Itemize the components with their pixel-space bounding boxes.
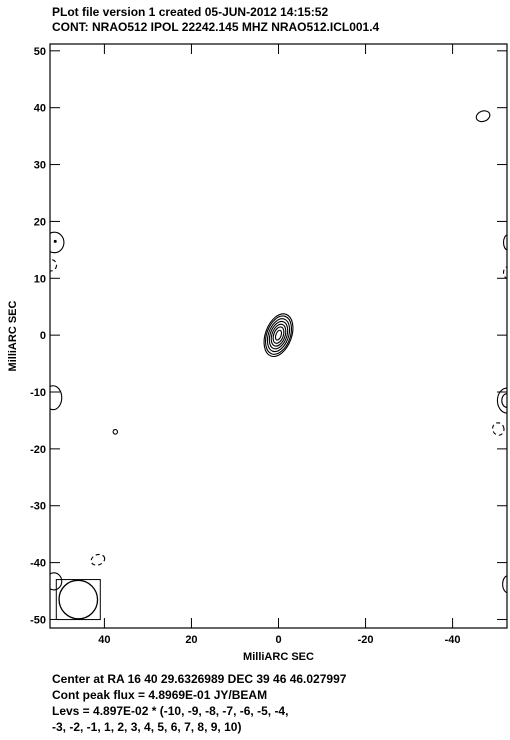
- plot-header-line-1: PLot file version 1 created 05-JUN-2012 …: [52, 5, 329, 19]
- y-tick-label: -30: [30, 501, 46, 513]
- footer-levels-line-1: Levs = 4.897E-02 * (-10, -9, -8, -7, -6,…: [52, 704, 289, 718]
- central-source-contour: [263, 313, 294, 358]
- positive-edge-contour: [50, 572, 63, 591]
- y-axis-label: MilliARC SEC: [7, 301, 19, 372]
- positive-edge-contour: [502, 575, 507, 594]
- negative-edge-contour: [502, 266, 507, 279]
- y-tick-label: 30: [34, 160, 46, 172]
- footer-center-coordinates: Center at RA 16 40 29.6326989 DEC 39 46 …: [52, 672, 347, 686]
- y-tick-label: 40: [34, 103, 46, 115]
- central-source-contour: [268, 320, 289, 350]
- positive-contour: [475, 110, 491, 123]
- negative-contour: [492, 422, 505, 436]
- y-tick-label: 0: [40, 330, 46, 342]
- x-tick-label: 20: [185, 634, 197, 646]
- x-tick-label: -40: [445, 634, 461, 646]
- negative-contour: [90, 553, 106, 566]
- x-axis-label: MilliARC SEC: [243, 651, 314, 663]
- positive-edge-contour: [496, 387, 507, 414]
- x-tick-label: 0: [275, 634, 281, 646]
- y-tick-label: 10: [34, 273, 46, 285]
- positive-edge-contour: [502, 234, 507, 251]
- beam-box: [55, 579, 101, 621]
- plot-header-line-2: CONT: NRAO512 IPOL 22242.145 MHZ NRAO512…: [52, 20, 380, 34]
- edge-contours: [50, 231, 507, 594]
- positive-contour: [112, 429, 119, 435]
- positive-edge-peak: [53, 239, 57, 243]
- x-tick-label: -20: [358, 634, 374, 646]
- central-source-contour: [272, 326, 285, 344]
- y-tick-label: -10: [30, 387, 46, 399]
- central-source-contour: [274, 329, 283, 341]
- plot-frame: [49, 43, 508, 629]
- footer-peak-flux: Cont peak flux = 4.8969E-01 JY/BEAM: [52, 688, 268, 702]
- footer-levels-line-2: -3, -2, -1, 1, 2, 3, 4, 5, 6, 7, 8, 9, 1…: [52, 720, 242, 734]
- central-source-contour: [270, 323, 287, 347]
- central-source-contour: [264, 315, 293, 355]
- x-tick-label: 40: [98, 634, 110, 646]
- negative-edge-contour: [50, 258, 58, 272]
- y-tick-label: 50: [34, 46, 46, 58]
- positive-edge-contour: [50, 385, 63, 411]
- y-tick-label: -40: [30, 558, 46, 570]
- y-tick-label: 20: [34, 216, 46, 228]
- y-tick-label: -50: [30, 614, 46, 626]
- contour-plot: 50 40 30 20 10 0 -10 -20 -30 -40 -50 40 20 0 -20 -40 Mi…: [7, 43, 508, 663]
- y-tick-label: -20: [30, 444, 46, 456]
- central-source-contour: [266, 318, 291, 353]
- beam-ellipse: [58, 579, 99, 620]
- positive-edge-contour: [50, 231, 65, 254]
- positive-edge-contour: [501, 393, 507, 408]
